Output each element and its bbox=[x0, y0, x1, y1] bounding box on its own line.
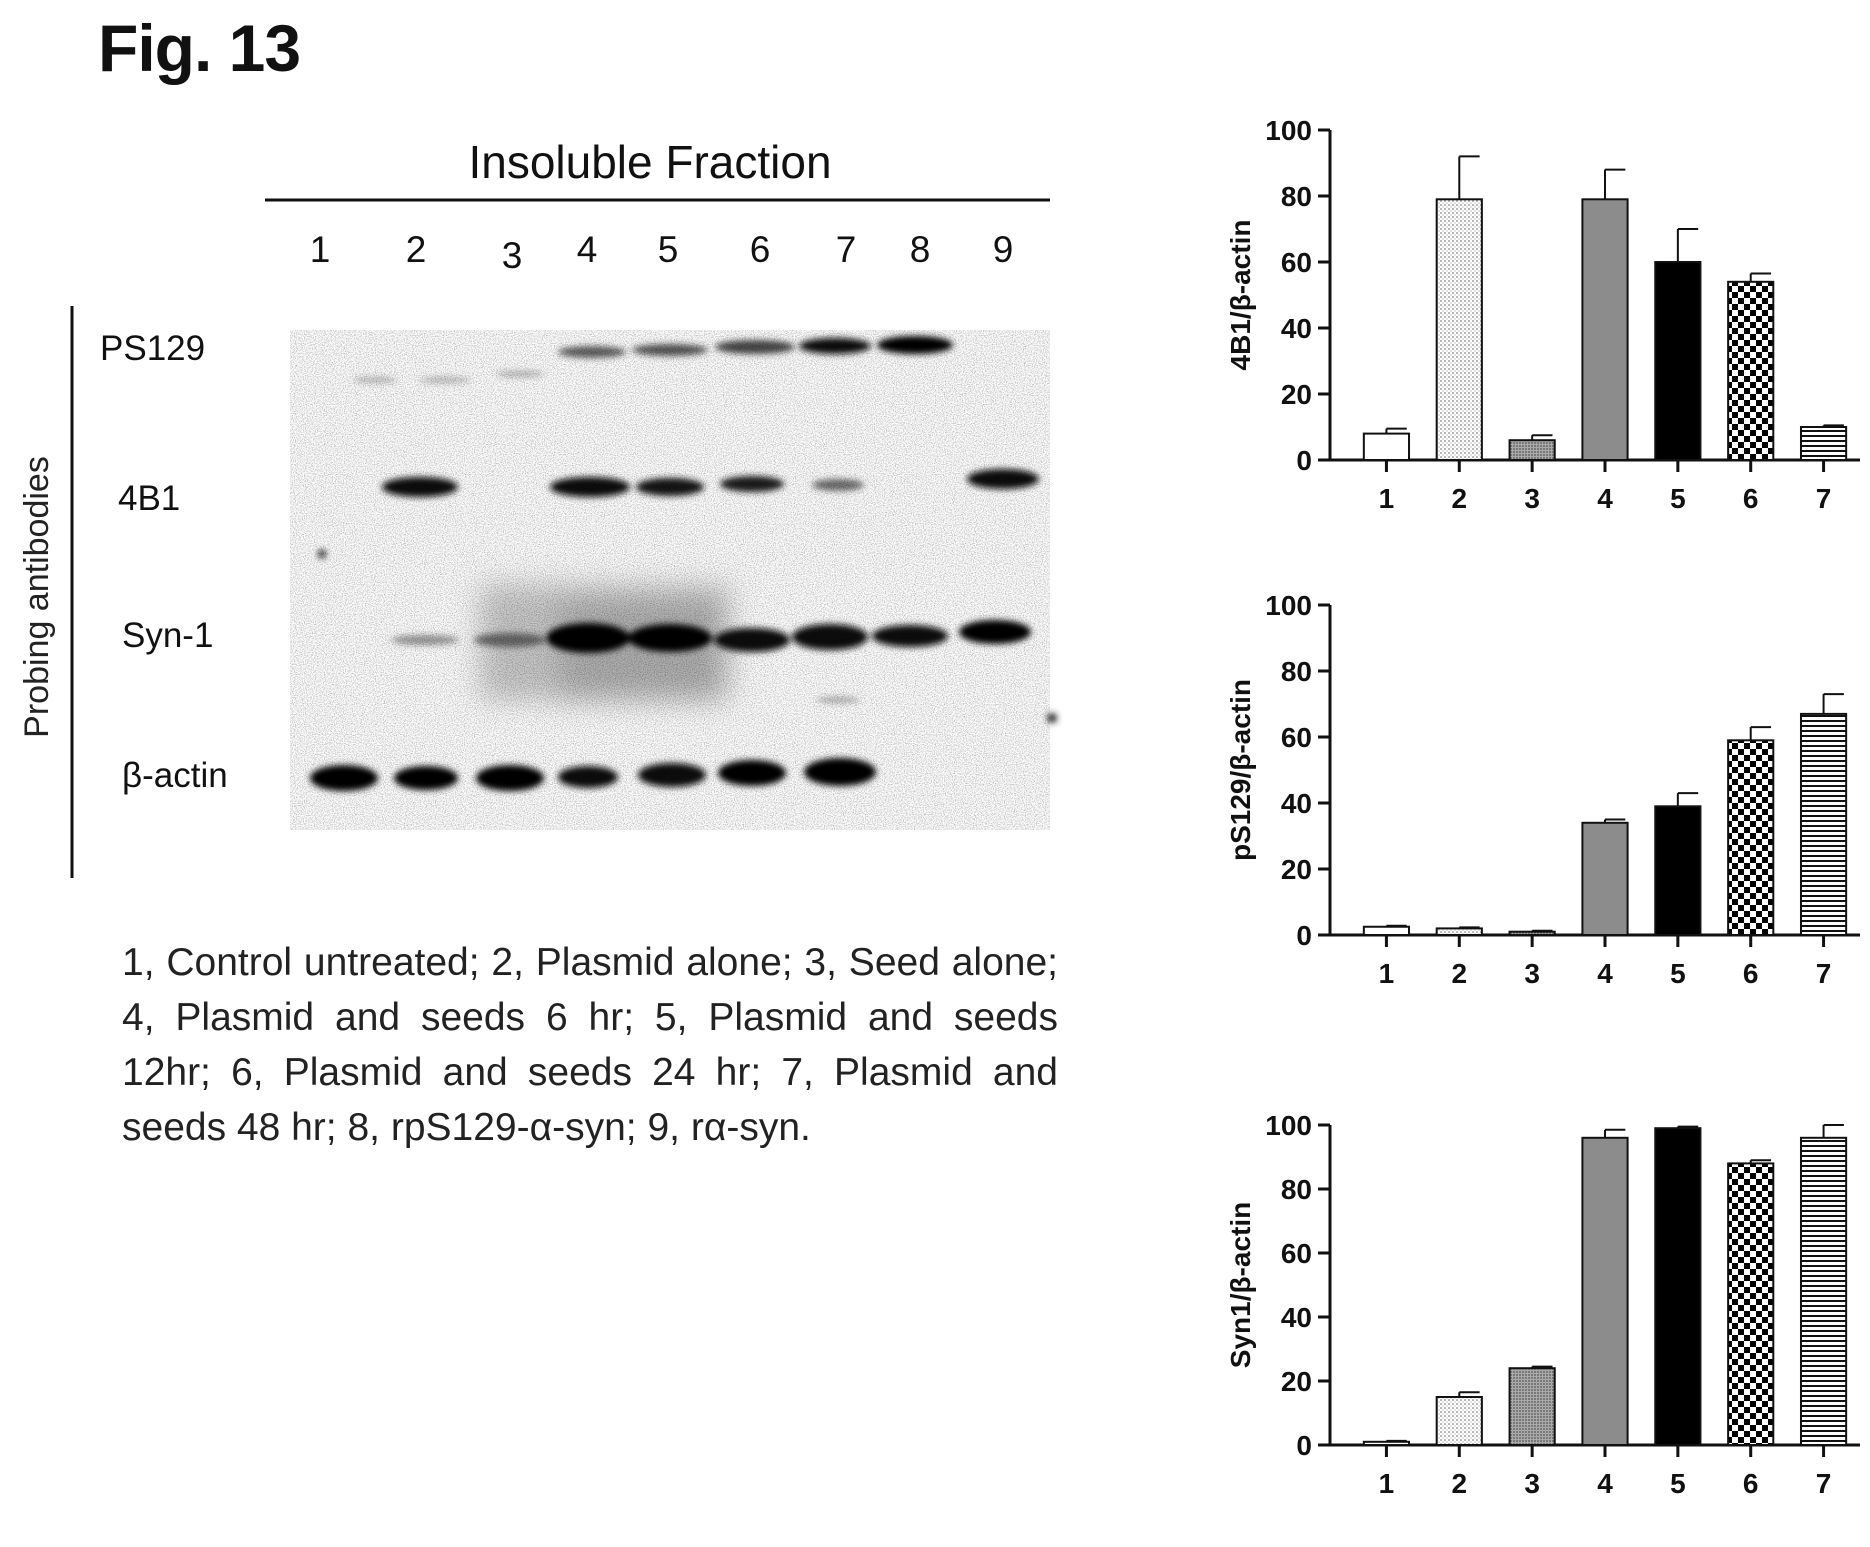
x-tick-label: 1 bbox=[1379, 1468, 1395, 1499]
x-tick-label: 5 bbox=[1670, 958, 1686, 989]
y-tick-label: 40 bbox=[1281, 313, 1312, 344]
y-tick-label: 60 bbox=[1281, 247, 1312, 278]
bar-chart-ps129: 0 20 40 60 80 100 pS129/β-actin 1 2 3 4 5 6 7 bbox=[1225, 590, 1860, 989]
row-label-4b1: 4B1 bbox=[118, 479, 180, 518]
bar bbox=[1799, 426, 1848, 461]
y-tick-label: 100 bbox=[1265, 590, 1312, 621]
bar-chart-syn1: 0 20 40 60 80 100 Syn1/β-actin 1 2 3 4 5 6 7 bbox=[1225, 1110, 1860, 1499]
x-tick-label: 6 bbox=[1743, 1468, 1759, 1499]
bar bbox=[1362, 1440, 1411, 1446]
blot-noise bbox=[290, 330, 1050, 830]
x-tick-label: 2 bbox=[1451, 1468, 1467, 1499]
figure-title: Fig. 13 bbox=[98, 11, 301, 85]
lane-label: 5 bbox=[658, 229, 679, 270]
lane-label: 3 bbox=[502, 235, 523, 276]
x-tick-label: 7 bbox=[1816, 958, 1832, 989]
bar bbox=[1362, 925, 1411, 936]
row-label-syn1: Syn-1 bbox=[122, 616, 213, 655]
y-tick-label: 60 bbox=[1281, 1238, 1312, 1269]
bar bbox=[1435, 927, 1483, 936]
bar bbox=[1435, 1396, 1483, 1446]
bar bbox=[1581, 821, 1629, 936]
y-tick-label: 20 bbox=[1281, 379, 1312, 410]
bar bbox=[1508, 439, 1556, 462]
x-tick-label: 6 bbox=[1743, 958, 1759, 989]
x-tick-label: 3 bbox=[1524, 958, 1540, 989]
probing-antibodies-label: Probing antibodies bbox=[18, 456, 56, 738]
x-tick-label: 7 bbox=[1816, 1468, 1832, 1499]
x-tick-label: 2 bbox=[1451, 483, 1467, 514]
y-tick-label: 20 bbox=[1281, 1366, 1312, 1397]
bar bbox=[1508, 1367, 1556, 1447]
y-tick-label: 80 bbox=[1281, 181, 1312, 212]
row-label-beta-actin: β-actin bbox=[122, 756, 228, 795]
x-tick-label: 3 bbox=[1524, 1468, 1540, 1499]
lane-label: 6 bbox=[750, 229, 771, 270]
x-tick-label: 2 bbox=[1451, 958, 1467, 989]
x-tick-label: 4 bbox=[1597, 1468, 1613, 1499]
x-tick-label: 3 bbox=[1524, 483, 1540, 514]
y-axis-label: pS129/β-actin bbox=[1225, 679, 1256, 861]
y-tick-label: 40 bbox=[1281, 788, 1312, 819]
western-blot-panel: Insoluble Fraction 1 2 3 4 5 6 7 8 9 Probing ant… bbox=[18, 136, 1057, 878]
y-tick-label: 20 bbox=[1281, 854, 1312, 885]
x-tick-label: 1 bbox=[1379, 958, 1395, 989]
bar bbox=[1581, 198, 1629, 462]
lane-label: 1 bbox=[310, 229, 331, 270]
blot-header: Insoluble Fraction bbox=[468, 136, 831, 188]
bar bbox=[1508, 930, 1556, 937]
y-tick-label: 0 bbox=[1296, 445, 1312, 476]
y-tick-label: 0 bbox=[1296, 920, 1312, 951]
lane-label: 4 bbox=[577, 229, 598, 270]
bar bbox=[1435, 198, 1483, 462]
y-axis-label: 4B1/β-actin bbox=[1225, 220, 1256, 371]
y-tick-label: 100 bbox=[1265, 115, 1312, 146]
x-tick-label: 7 bbox=[1816, 483, 1832, 514]
bar bbox=[1654, 1127, 1702, 1446]
row-label-ps129: PS129 bbox=[100, 329, 205, 368]
y-tick-label: 0 bbox=[1296, 1430, 1312, 1461]
x-tick-label: 1 bbox=[1379, 483, 1395, 514]
y-tick-label: 100 bbox=[1265, 1110, 1312, 1141]
y-tick-label: 60 bbox=[1281, 722, 1312, 753]
bar-chart-4b1: 0 20 40 60 80 100 4B1/β-actin 1 2 3 4 5 6 7 bbox=[1225, 115, 1860, 514]
bar bbox=[1654, 261, 1702, 461]
bar bbox=[1727, 1162, 1775, 1447]
figure-caption: 1, Control untreated; 2, Plasmid alone; … bbox=[122, 941, 1058, 1149]
y-tick-label: 80 bbox=[1281, 1174, 1312, 1205]
x-tick-label: 4 bbox=[1597, 958, 1613, 989]
y-axis-label: Syn1/β-actin bbox=[1225, 1202, 1256, 1368]
lane-label: 2 bbox=[406, 229, 427, 270]
x-tick-label: 4 bbox=[1597, 483, 1613, 514]
lane-label: 7 bbox=[836, 229, 857, 270]
bar bbox=[1362, 432, 1411, 462]
bar bbox=[1799, 712, 1848, 936]
y-tick-label: 80 bbox=[1281, 656, 1312, 687]
x-tick-label: 6 bbox=[1743, 483, 1759, 514]
y-tick-label: 40 bbox=[1281, 1302, 1312, 1333]
bar bbox=[1799, 1136, 1848, 1447]
bar bbox=[1654, 805, 1702, 936]
x-tick-label: 5 bbox=[1670, 483, 1686, 514]
x-tick-label: 5 bbox=[1670, 1468, 1686, 1499]
bar bbox=[1727, 739, 1775, 936]
bar bbox=[1581, 1136, 1629, 1447]
lane-label: 8 bbox=[910, 229, 931, 270]
bar bbox=[1727, 280, 1775, 461]
lane-label: 9 bbox=[993, 229, 1014, 270]
